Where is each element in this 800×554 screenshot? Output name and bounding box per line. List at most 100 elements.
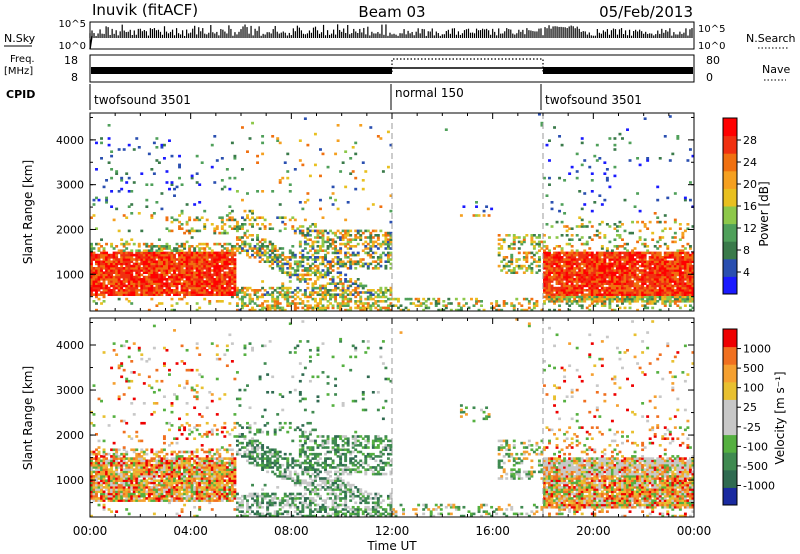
heatmap-cell	[550, 260, 554, 263]
heatmap-cell	[160, 269, 164, 272]
heatmap-cell	[585, 258, 589, 261]
heatmap-cell	[301, 231, 305, 235]
heatmap-cell	[170, 216, 174, 219]
heatmap-cell	[100, 490, 103, 494]
heatmap-cell	[205, 278, 209, 281]
heatmap-cell	[621, 291, 624, 294]
heatmap-cell	[560, 286, 564, 290]
heatmap-cell	[132, 459, 136, 463]
heatmap-cell	[95, 286, 98, 290]
heatmap-cell	[283, 216, 287, 219]
heatmap-cell	[120, 238, 124, 241]
heatmap-cell	[636, 269, 640, 272]
heatmap-cell	[150, 256, 154, 259]
heatmap-cell	[653, 280, 657, 283]
heatmap-cell	[563, 264, 567, 268]
heatmap-cell	[102, 256, 106, 259]
heatmap-cell	[137, 479, 141, 483]
heatmap-cell	[256, 251, 260, 255]
heatmap-cell	[369, 256, 373, 259]
heatmap-cell	[623, 280, 627, 283]
heatmap-cell	[636, 157, 640, 160]
heatmap-cell	[329, 264, 332, 268]
heatmap-cell	[112, 260, 116, 263]
heatmap-cell	[316, 245, 320, 248]
heatmap-cell	[155, 253, 159, 257]
heatmap-cell	[220, 286, 224, 290]
heatmap-cell	[374, 267, 378, 270]
heatmap-cell	[545, 267, 549, 270]
heatmap-cell	[178, 227, 181, 230]
heatmap-cell	[641, 258, 645, 261]
heatmap-cell	[530, 251, 534, 255]
heatmap-cell	[543, 176, 546, 180]
heatmap-cell	[230, 256, 234, 259]
heatmap-cell	[636, 280, 640, 283]
heatmap-cell	[180, 273, 184, 277]
heatmap-cell	[140, 479, 144, 483]
heatmap-cell	[364, 297, 368, 301]
heatmap-cell	[361, 242, 365, 246]
heatmap-cell	[543, 273, 546, 277]
heatmap-cell	[190, 264, 194, 268]
heatmap-cell	[190, 273, 194, 277]
heatmap-cell	[278, 256, 282, 259]
heatmap-cell	[100, 488, 103, 491]
heatmap-cell	[583, 282, 587, 285]
heatmap-cell	[308, 249, 312, 252]
heatmap-cell	[641, 282, 645, 285]
heatmap-cell	[331, 275, 335, 279]
heatmap-cell	[210, 251, 214, 255]
heatmap-cell	[185, 251, 189, 255]
heatmap-cell	[95, 486, 98, 489]
heatmap-cell	[313, 286, 317, 290]
heatmap-cell	[311, 262, 315, 266]
heatmap-cell	[673, 271, 677, 274]
heatmap-cell	[130, 190, 134, 193]
heatmap-cell	[112, 483, 116, 487]
heatmap-cell	[319, 302, 322, 305]
heatmap-cell	[303, 278, 307, 281]
heatmap-cell	[122, 148, 126, 151]
heatmap-cell	[590, 278, 594, 281]
heatmap-cell	[570, 256, 574, 259]
heatmap-cell	[271, 251, 275, 255]
heatmap-cell	[120, 452, 124, 456]
heatmap-cell	[225, 260, 229, 263]
heatmap-cell	[97, 397, 101, 401]
heatmap-cell	[613, 308, 617, 312]
heatmap-cell	[145, 474, 149, 478]
heatmap-cell	[565, 280, 569, 283]
heatmap-cell	[510, 258, 514, 261]
heatmap-cell	[145, 253, 149, 257]
heatmap-cell	[303, 289, 307, 292]
heatmap-cell	[537, 260, 541, 263]
heatmap-cell	[643, 242, 647, 246]
heatmap-cell	[218, 256, 222, 259]
heatmap-cell	[570, 302, 574, 305]
heatmap-cell	[631, 280, 634, 283]
heatmap-cell	[195, 302, 199, 305]
heatmap-cell	[145, 282, 149, 285]
heatmap-cell	[306, 143, 310, 147]
heatmap-cell	[583, 258, 587, 261]
heatmap-cell	[238, 308, 242, 312]
heatmap-cell	[308, 293, 312, 296]
heatmap-cell	[673, 267, 677, 270]
heatmap-cell	[137, 488, 141, 491]
heatmap-cell	[641, 297, 645, 301]
heatmap-cell	[233, 280, 237, 283]
heatmap-cell	[575, 234, 579, 237]
heatmap-cell	[125, 474, 129, 478]
heatmap-cell	[404, 306, 408, 310]
heatmap-cell	[593, 154, 597, 158]
heatmap-cell	[608, 264, 612, 268]
heatmap-cell	[135, 463, 139, 467]
heatmap-cell	[90, 284, 93, 288]
heatmap-cell	[583, 192, 587, 195]
heatmap-cell	[384, 242, 388, 246]
heatmap-cell	[170, 264, 174, 268]
heatmap-cell	[115, 472, 119, 476]
heatmap-cell	[198, 218, 202, 222]
heatmap-cell	[555, 282, 559, 285]
